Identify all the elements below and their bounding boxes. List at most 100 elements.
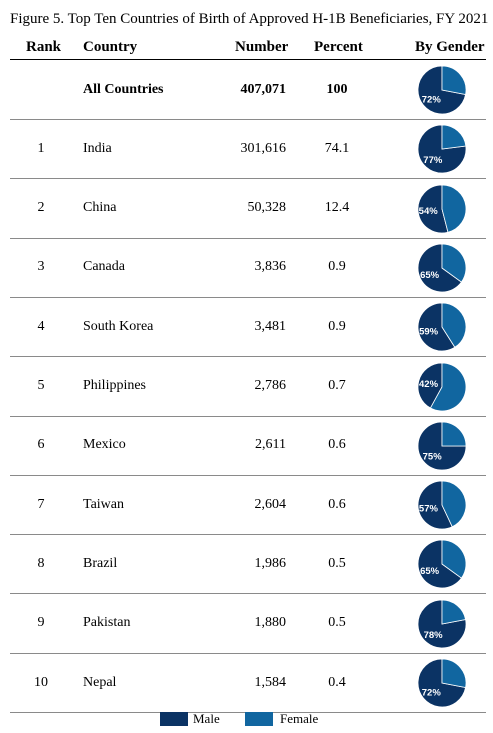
gender-pie-chart: 75% xyxy=(417,421,467,471)
cell-number: 1,880 xyxy=(254,615,287,631)
gender-pie-chart: 72% xyxy=(417,65,467,115)
pie-male-percent-label: 57% xyxy=(419,504,439,515)
table-row: 4 South Korea 3,481 0.9 59% xyxy=(10,297,486,358)
pie-slice-female xyxy=(441,243,467,283)
table-row: 3 Canada 3,836 0.9 65% xyxy=(10,238,486,298)
pie-male-percent-label: 78% xyxy=(424,630,444,641)
pie-male-percent-label: 59% xyxy=(419,327,439,338)
pie-male-percent-label: 75% xyxy=(423,451,443,462)
gender-pie-chart: 59% xyxy=(417,302,467,352)
table-row: 5 Philippines 2,786 0.7 42% xyxy=(10,357,486,417)
pie-slice-male xyxy=(417,302,456,352)
pie-slice-female xyxy=(441,599,467,625)
header-number: Number xyxy=(235,39,289,55)
table-row: 9 Pakistan 1,880 0.5 78% xyxy=(10,594,486,654)
cell-percent: 0.7 xyxy=(328,378,346,393)
cell-number: 3,481 xyxy=(254,318,287,334)
pie-slice-male xyxy=(417,480,453,530)
gender-pie-chart: 54% xyxy=(417,184,467,233)
cell-country: Pakistan xyxy=(83,615,131,631)
gender-pie-chart: 72% xyxy=(417,658,467,708)
cell-country: Brazil xyxy=(83,555,118,571)
cell-number: 301,616 xyxy=(240,140,287,156)
cell-country: Canada xyxy=(83,259,125,275)
cell-number: 2,604 xyxy=(254,496,287,512)
table-row: 7 Taiwan 2,604 0.6 57% xyxy=(10,475,486,536)
cell-percent: 0.5 xyxy=(328,555,346,571)
pie-slice-female xyxy=(441,658,467,688)
cell-percent: 0.6 xyxy=(328,437,346,453)
header-percent: Percent xyxy=(314,39,363,55)
pie-slice-female xyxy=(441,421,467,447)
cell-percent: 100 xyxy=(326,81,348,97)
pie-slice-male xyxy=(417,599,467,649)
pie-slice-female xyxy=(441,65,467,95)
pie-slice-female xyxy=(429,362,467,411)
cell-country: Taiwan xyxy=(83,496,125,512)
pie-male-percent-label: 77% xyxy=(423,155,443,166)
header-country: Country xyxy=(83,39,138,55)
cell-percent: 0.4 xyxy=(328,674,346,690)
cell-country: Philippines xyxy=(83,378,147,393)
pie-slice-male xyxy=(417,184,449,233)
gender-pie-chart: 42% xyxy=(417,362,467,411)
cell-country: All Countries xyxy=(83,81,164,97)
pie-slice-female xyxy=(441,539,467,580)
legend-label-female: Female xyxy=(280,711,319,726)
legend-label-male: Male xyxy=(193,711,220,726)
pie-male-percent-label: 65% xyxy=(420,566,440,577)
cell-rank: 7 xyxy=(37,496,45,512)
pie-slice-female xyxy=(441,184,467,233)
cell-percent: 0.9 xyxy=(328,318,346,334)
cell-percent: 0.9 xyxy=(328,259,346,275)
cell-percent: 0.5 xyxy=(328,615,346,631)
cell-rank: 4 xyxy=(37,318,45,334)
cell-country: India xyxy=(83,140,112,156)
pie-male-percent-label: 72% xyxy=(422,94,442,105)
header-rule xyxy=(10,59,486,60)
pie-slice-male xyxy=(417,124,467,174)
table-row: 10 Nepal 1,584 0.4 72% xyxy=(10,653,486,713)
cell-rank: 5 xyxy=(37,378,45,393)
gender-pie-chart: 65% xyxy=(417,539,467,589)
pie-slice-male xyxy=(417,243,462,293)
pie-male-percent-label: 42% xyxy=(419,379,439,390)
pie-slice-male xyxy=(417,362,443,409)
cell-number: 407,071 xyxy=(240,81,287,97)
cell-number: 1,986 xyxy=(254,555,287,571)
cell-country: South Korea xyxy=(83,318,154,334)
pie-male-percent-label: 54% xyxy=(419,206,439,217)
gender-pie-chart: 65% xyxy=(417,243,467,293)
cell-rank: 2 xyxy=(37,200,45,216)
pie-slice-male xyxy=(417,539,462,589)
figure-title: Figure 5. Top Ten Countries of Birth of … xyxy=(10,11,489,27)
cell-number: 2,786 xyxy=(254,378,287,393)
cell-country: Nepal xyxy=(83,674,117,690)
pie-male-percent-label: 72% xyxy=(422,687,442,698)
pie-slice-female xyxy=(441,302,467,349)
header-by-gender: By Gender xyxy=(415,39,485,55)
table-row: 8 Brazil 1,986 0.5 65% xyxy=(10,534,486,595)
cell-percent: 74.1 xyxy=(324,140,350,156)
cell-rank: 8 xyxy=(37,555,45,571)
cell-percent: 0.6 xyxy=(328,496,346,512)
gender-pie-chart: 77% xyxy=(417,124,467,174)
cell-rank: 6 xyxy=(37,437,45,453)
cell-rank: 1 xyxy=(37,140,45,156)
table-row-total: All Countries 407,071 100 72% xyxy=(10,60,486,120)
gender-pie-chart: 78% xyxy=(417,599,467,649)
pie-slice-female xyxy=(441,124,467,150)
table-row: 6 Mexico 2,611 0.6 75% xyxy=(10,416,486,476)
gender-pie-chart: 57% xyxy=(417,480,467,530)
cell-rank: 9 xyxy=(37,615,45,631)
cell-percent: 12.4 xyxy=(324,200,350,216)
legend-swatch-female xyxy=(245,712,273,726)
cell-number: 1,584 xyxy=(254,674,287,690)
legend-swatch-male xyxy=(160,712,188,726)
cell-rank: 3 xyxy=(37,259,45,275)
cell-country: Mexico xyxy=(83,437,126,453)
pie-male-percent-label: 65% xyxy=(420,270,440,281)
pie-slice-female xyxy=(441,480,467,528)
cell-number: 2,611 xyxy=(255,437,286,453)
table-row: 2 China 50,328 12.4 54% xyxy=(10,179,486,239)
